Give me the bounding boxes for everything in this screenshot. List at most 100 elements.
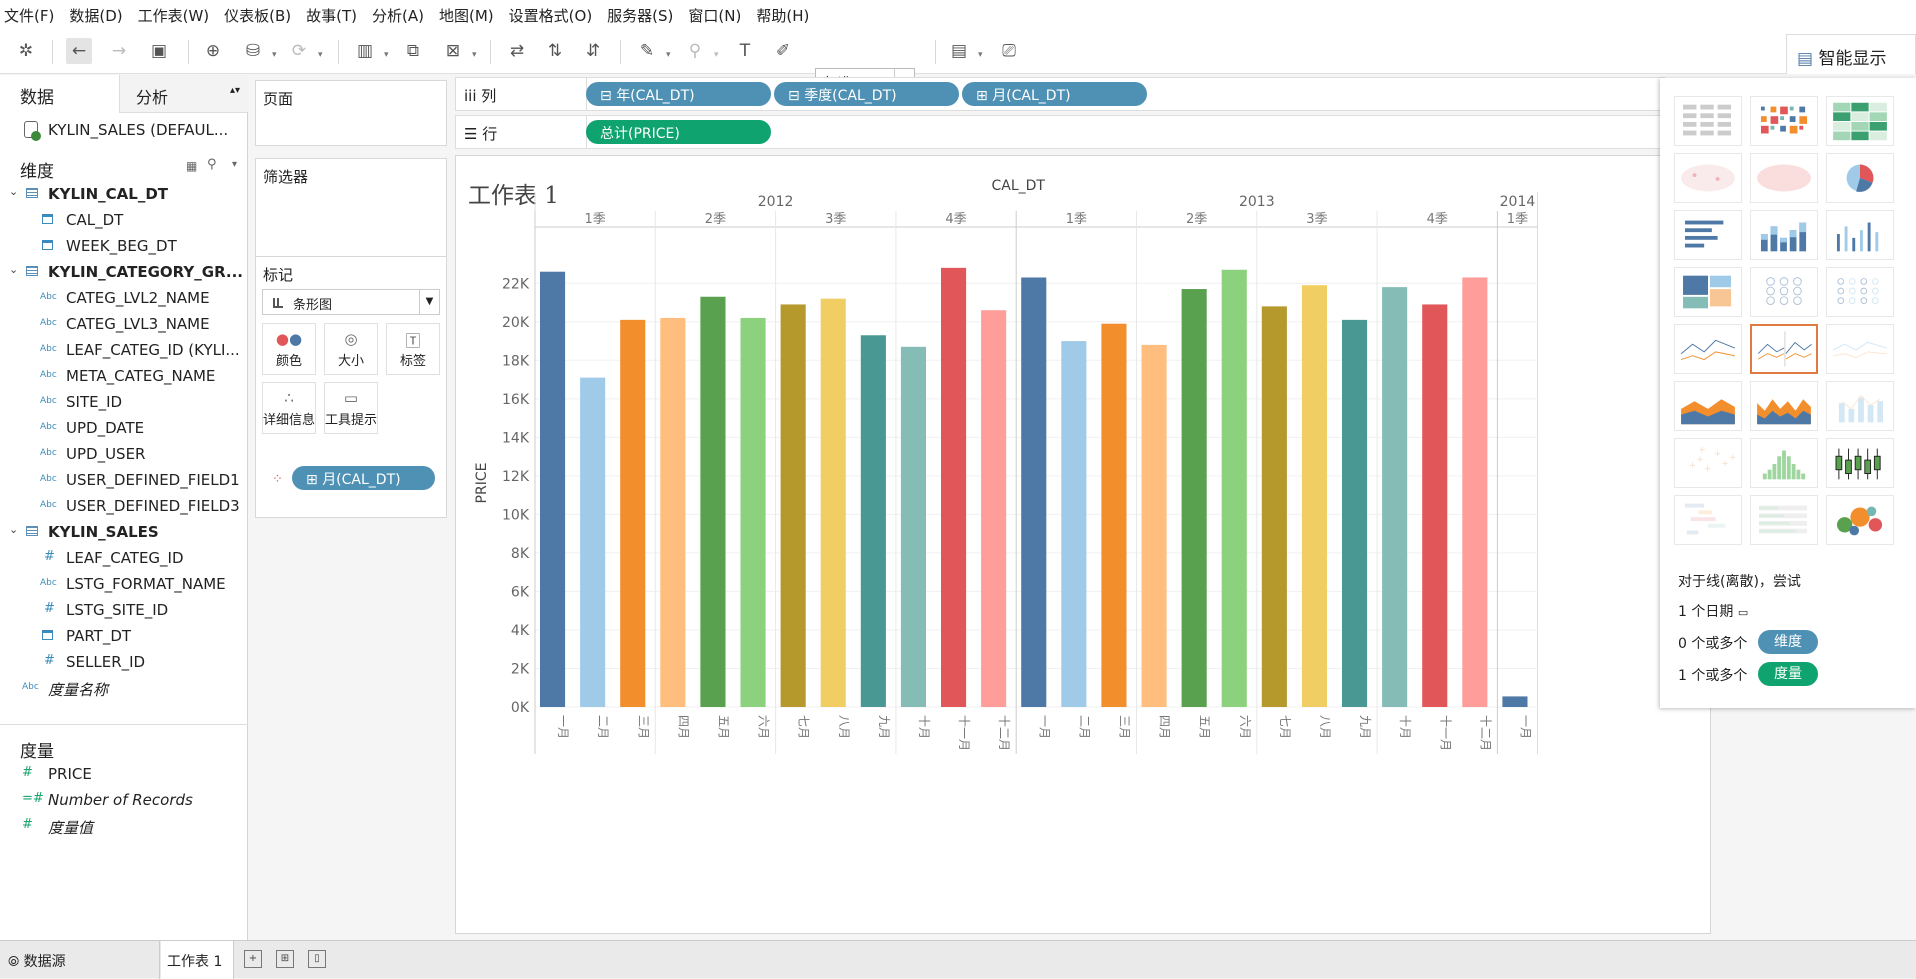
column-pill-month[interactable]: ⊞ 月(CAL_DT) xyxy=(962,82,1147,106)
menu-item-3[interactable]: 仪表板(B) xyxy=(224,6,292,25)
menu-item-8[interactable]: 服务器(S) xyxy=(607,6,674,25)
tableau-logo-icon[interactable]: ✲ xyxy=(18,41,34,61)
pin-icon[interactable]: ✐ xyxy=(775,41,791,61)
dimensions-menu-icon[interactable]: ▾ xyxy=(232,159,238,170)
measure-field[interactable]: # 度量值 xyxy=(22,817,94,837)
dimension-field[interactable]: # SELLER_ID xyxy=(44,653,146,671)
dimension-field[interactable]: Abc SITE_ID xyxy=(40,393,123,411)
columns-shelf[interactable]: iii 列 ⊟ 年(CAL_DT) ⊟ 季度(CAL_DT) ⊞ 月(CAL_D… xyxy=(455,77,1665,111)
search-icon[interactable]: ⚲ xyxy=(207,157,217,172)
sort-asc-icon[interactable]: ⇅ xyxy=(547,41,563,61)
mark-pill-month[interactable]: ⊞ 月(CAL_DT) xyxy=(292,466,435,490)
menu-item-6[interactable]: 地图(M) xyxy=(439,6,494,25)
dimension-field[interactable]: Abc META_CATEG_NAME xyxy=(40,367,216,385)
menu-item-7[interactable]: 设置格式(O) xyxy=(508,6,593,25)
column-pill-year[interactable]: ⊟ 年(CAL_DT) xyxy=(586,82,771,106)
chart-type-circle-views[interactable] xyxy=(1750,267,1818,317)
dimension-field[interactable]: CAL_DT xyxy=(0,207,247,233)
dimension-field[interactable]: Abc USER_DEFINED_FIELD1 xyxy=(40,471,240,489)
tab-data[interactable]: 数据 xyxy=(0,75,120,113)
pages-shelf[interactable]: 页面 xyxy=(255,80,447,146)
chart-type-symbol-map[interactable] xyxy=(1674,153,1742,203)
dimension-field[interactable]: Abc 度量名称 xyxy=(22,681,109,699)
group-icon[interactable]: ⚲ xyxy=(688,41,702,61)
new-dashboard-icon[interactable]: ⊞ xyxy=(276,950,294,968)
menu-item-9[interactable]: 窗口(N) xyxy=(688,6,742,25)
menu-item-4[interactable]: 故事(T) xyxy=(306,6,358,25)
chart-type-dual-lines[interactable] xyxy=(1826,324,1894,374)
dimension-field[interactable]: WEEK_BEG_DT xyxy=(0,233,247,259)
tooltip-button[interactable]: ▭ 工具提示 xyxy=(324,382,378,434)
color-button[interactable]: ●● 颜色 xyxy=(262,323,316,375)
show-cards-icon[interactable]: ▤ xyxy=(950,41,968,61)
chart-type-filled-map[interactable] xyxy=(1750,153,1818,203)
chart-type-side-by-side-circles[interactable] xyxy=(1826,267,1894,317)
collapse-icon[interactable]: ⌄ xyxy=(9,263,19,276)
dimension-field[interactable]: # LSTG_SITE_ID xyxy=(44,601,169,619)
chart-type-continuous-lines[interactable] xyxy=(1674,324,1742,374)
datasource-tab[interactable]: ⦾ 数据源 xyxy=(0,941,160,979)
redo-icon[interactable]: → xyxy=(111,41,127,61)
chart-type-discrete-lines[interactable] xyxy=(1750,324,1818,374)
label-button[interactable]: 🅃 标签 xyxy=(386,323,440,375)
rows-shelf[interactable]: ☰ 行 总计(PRICE) xyxy=(455,115,1665,149)
smart-show-button[interactable]: ▤ 智能显示 xyxy=(1786,34,1916,74)
dimension-field[interactable]: Abc CATEG_LVL3_NAME xyxy=(40,315,210,333)
measure-field[interactable]: =# Number of Records xyxy=(22,791,193,809)
detail-button[interactable]: ∴ 详细信息 xyxy=(262,382,316,434)
collapse-icon[interactable]: ⌄ xyxy=(9,523,19,536)
menu-item-0[interactable]: 文件(F) xyxy=(4,6,55,25)
chart-type-area-discrete[interactable] xyxy=(1750,381,1818,431)
column-pill-quarter[interactable]: ⊟ 季度(CAL_DT) xyxy=(774,82,959,106)
datasource-icon[interactable]: ⛁ xyxy=(245,41,261,61)
chart-type-stacked-bars[interactable] xyxy=(1750,210,1818,260)
dimension-field[interactable]: ⌄ KYLIN_CAL_DT xyxy=(9,185,169,203)
chart-type-packed-bubbles[interactable] xyxy=(1826,495,1894,545)
chart-type-side-by-side-bars[interactable] xyxy=(1826,210,1894,260)
menu-item-5[interactable]: 分析(A) xyxy=(372,6,424,25)
dimension-field[interactable]: ⌄ KYLIN_CATEGORY_GR... xyxy=(9,263,243,281)
chart-type-scatter-plot[interactable]: + + + + + + + xyxy=(1674,438,1742,488)
refresh-icon[interactable]: ⟳ xyxy=(291,41,307,61)
chart-type-pie-chart[interactable] xyxy=(1826,153,1894,203)
menu-item-10[interactable]: 帮助(H) xyxy=(756,6,810,25)
chart-type-treemap[interactable] xyxy=(1674,267,1742,317)
chart-type-text-table[interactable] xyxy=(1674,96,1742,146)
label-icon[interactable]: T xyxy=(739,41,751,61)
swap-icon[interactable]: ⇄ xyxy=(509,41,525,61)
datasource-item[interactable]: KYLIN_SALES (DEFAUL... xyxy=(0,113,247,147)
new-story-icon[interactable]: ▯ xyxy=(308,950,326,968)
save-icon[interactable]: ▣ xyxy=(150,41,168,61)
dimension-field[interactable]: Abc USER_DEFINED_FIELD3 xyxy=(40,497,240,515)
menu-item-2[interactable]: 工作表(W) xyxy=(137,6,210,25)
new-worksheet-icon[interactable]: + xyxy=(244,950,262,968)
dimension-field[interactable]: PART_DT xyxy=(0,623,247,649)
tab-analysis[interactable]: 分析 ▴▾ xyxy=(120,75,248,112)
dimension-field[interactable]: Abc LEAF_CATEG_ID (KYLI... xyxy=(40,341,240,359)
undo-icon[interactable]: ← xyxy=(66,38,92,64)
chart-type-gantt[interactable] xyxy=(1674,495,1742,545)
dimension-field[interactable]: Abc CATEG_LVL2_NAME xyxy=(40,289,210,307)
chart-type-dual-combination[interactable] xyxy=(1826,381,1894,431)
measure-field[interactable]: # PRICE xyxy=(22,765,92,783)
dimension-field[interactable]: Abc UPD_USER xyxy=(40,445,146,463)
sort-desc-icon[interactable]: ⇵ xyxy=(585,41,601,61)
view-list-icon[interactable]: ▦ xyxy=(186,159,198,173)
chart-type-horizontal-bars[interactable] xyxy=(1674,210,1742,260)
menu-item-1[interactable]: 数据(D) xyxy=(69,6,123,25)
mark-type-select[interactable]: 条形图 ▼ xyxy=(262,289,440,315)
chart-type-bullet-graph[interactable] xyxy=(1750,495,1818,545)
clear-sheet-icon[interactable]: ⊠ xyxy=(445,41,461,61)
dimension-field[interactable]: ⌄ KYLIN_SALES xyxy=(9,523,159,541)
dimension-field[interactable]: Abc UPD_DATE xyxy=(40,419,145,437)
chart-type-heat-map[interactable] xyxy=(1750,96,1818,146)
sheet-tab[interactable]: 工作表 1 xyxy=(161,941,234,979)
new-sheet-icon[interactable]: ▥ xyxy=(356,41,374,61)
filters-shelf[interactable]: 筛选器 xyxy=(255,158,447,258)
dimension-field[interactable]: Abc LSTG_FORMAT_NAME xyxy=(40,575,226,593)
new-datasource-icon[interactable]: ⊕ xyxy=(205,41,221,61)
size-button[interactable]: ◎ 大小 xyxy=(324,323,378,375)
duplicate-sheet-icon[interactable]: ⧉ xyxy=(406,41,420,61)
chart-type-box-whisker[interactable] xyxy=(1826,438,1894,488)
chart-type-area-continuous[interactable] xyxy=(1674,381,1742,431)
